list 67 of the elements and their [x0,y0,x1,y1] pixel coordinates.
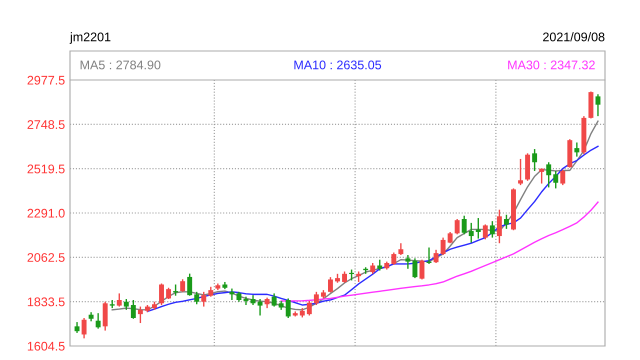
candlestick [560,168,566,186]
candlestick [88,312,94,322]
candlestick [102,301,108,332]
candlestick [490,220,495,238]
y-tick-label: 1833.5 [28,297,65,306]
candlestick [166,287,172,300]
y-tick-label: 2519.5 [28,164,65,174]
text: MA10 : 2635.05 [294,60,382,70]
candlestick [405,254,410,270]
candlestick [264,296,270,309]
candlestick [300,307,305,318]
candlestick [187,272,192,296]
candlestick [595,94,600,117]
candlestick [74,321,80,334]
text: MA30 : 2347.32 [508,60,595,70]
candlestick [258,298,263,316]
y-tick-label: 1604.5 [28,342,65,351]
candlestick [518,158,523,186]
candlestick [504,214,509,230]
candlestick [194,291,200,305]
candlestick [468,222,474,244]
candlestick [328,276,333,294]
candlestick [412,258,418,279]
candlestick [454,218,460,236]
candlestick [434,249,439,264]
candlestick [229,288,234,301]
candlestick [272,292,277,308]
candlestick [420,258,424,280]
candlestick [553,170,558,190]
candlestick [574,142,580,158]
candlestick [440,236,446,256]
candlestick [398,242,404,256]
chart-title: jm2201 [70,32,110,44]
candlestick [539,168,544,184]
candlestick [377,258,382,272]
y-tick-label: 2977.5 [28,76,65,85]
candlestick [159,282,164,306]
candlestick [201,291,206,308]
candlestick [546,162,552,188]
candlestick [532,148,538,172]
candlestick [370,262,376,275]
candlestick [180,278,186,293]
candlestick [124,298,129,311]
candlestick [342,270,348,284]
candlestick [130,299,136,320]
candlestick [476,217,481,240]
candlestick [462,215,467,236]
candlestick [96,312,101,330]
candlestick [236,291,242,302]
y-tick-label: 2291.0 [28,208,65,218]
candlestick [138,306,143,324]
candlestick [448,231,453,244]
candlestick [306,300,312,316]
candlestick [391,252,396,266]
candlestick [173,284,178,296]
y-tick-label: 2748.5 [28,120,65,130]
text: 2021/09/08 [543,32,604,42]
candlestick [426,246,432,265]
candlestick [208,286,214,298]
candlestick [482,224,488,240]
y-tick-label: 2062.5 [28,253,65,262]
candlestick [314,291,319,306]
candlestick [286,298,291,319]
candlestick [496,209,502,244]
candlestick [82,317,87,340]
candlestick [250,294,256,306]
text: MA5 : 2784.90 [80,60,160,70]
